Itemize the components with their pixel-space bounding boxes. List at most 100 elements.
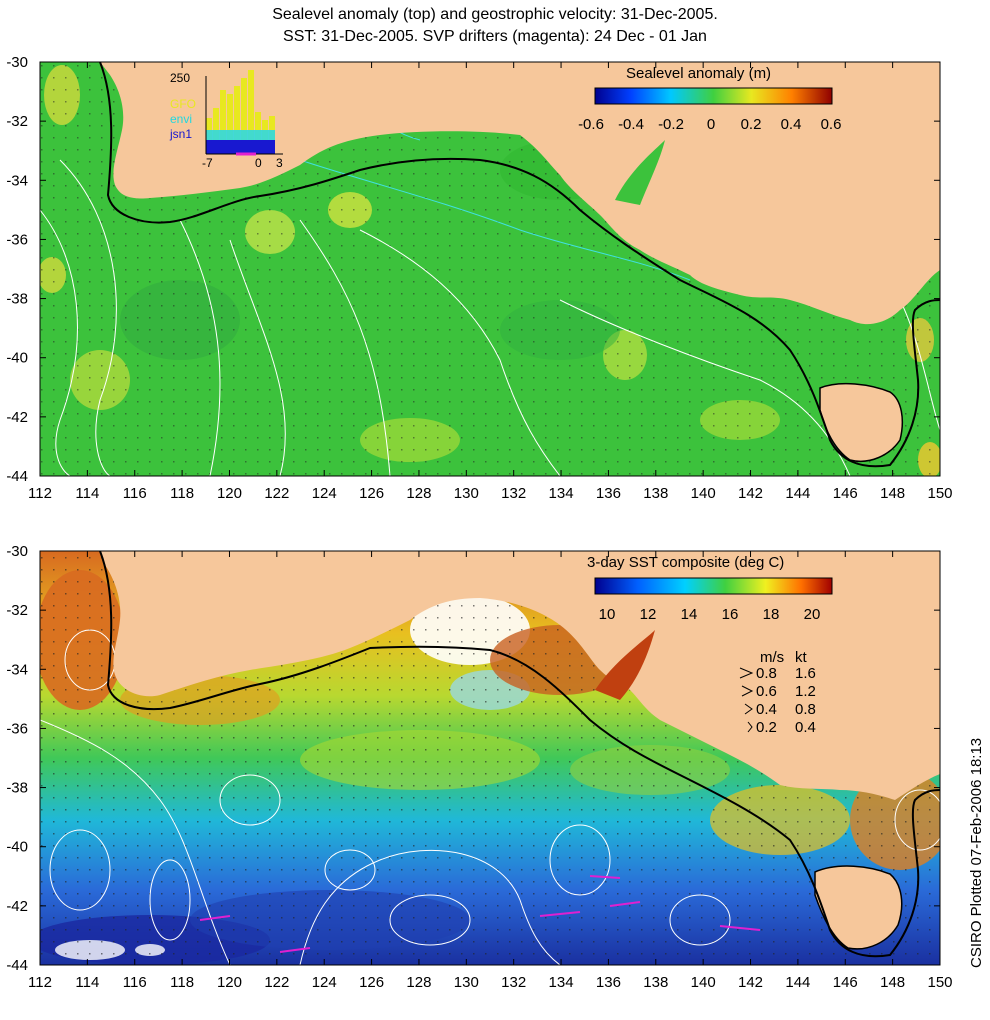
x-tick-label: 116 <box>123 974 147 991</box>
velocity-arrow-icon <box>744 703 753 715</box>
x-tick-label: 122 <box>264 485 289 502</box>
colorbar-tick-label: 18 <box>763 606 780 623</box>
inset-bar <box>227 94 233 154</box>
sst-shelf-line <box>99 551 940 958</box>
colorbar-tick-label: 0.2 <box>741 116 762 133</box>
inset-legend-jsn1: jsn1 <box>169 127 192 141</box>
colorbar-tick-label: -0.2 <box>658 116 684 133</box>
x-tick-label: 148 <box>880 485 905 502</box>
sst-land-australia <box>100 551 940 800</box>
velocity-key-ms: 0.6 <box>756 683 777 700</box>
colorbar-tick-label: 0.4 <box>781 116 802 133</box>
velocity-arrow-icon <box>741 685 754 697</box>
land-gulf <box>615 140 665 205</box>
colorbar-tick-label: -0.6 <box>578 116 604 133</box>
inset-bar <box>241 78 247 154</box>
colorbar-tick-label: 0 <box>707 116 715 133</box>
sla-colorbar: Sealevel anomaly (m) -0.6 -0.4 -0.2 0 0.2 0.4… <box>578 65 841 133</box>
x-tick-label: 118 <box>170 974 194 991</box>
x-tick-label: 120 <box>217 485 242 502</box>
sst-colorbar: 3-day SST composite (deg C) 10 12 14 16 18 20 <box>587 554 833 623</box>
velocity-key-ms: 0.8 <box>756 665 777 682</box>
x-tick-label: 150 <box>927 485 952 502</box>
x-tick-label: 138 <box>643 974 668 991</box>
title-line-1: Sealevel anomaly (top) and geostrophic v… <box>272 6 718 23</box>
inset-bar <box>220 90 226 154</box>
x-tick-label: 136 <box>596 974 621 991</box>
sst-frame <box>39 550 941 966</box>
y-tick-label: -36 <box>6 720 28 737</box>
y-tick-label: -42 <box>6 409 28 426</box>
y-tick-label: -34 <box>6 172 28 189</box>
velocity-key-header-kt: kt <box>795 649 808 666</box>
x-tick-label: 144 <box>785 974 810 991</box>
x-tick-label: 126 <box>359 485 384 502</box>
sst-contours <box>40 629 940 965</box>
inset-legend-gfo: GFO <box>170 97 196 111</box>
sst-axes: 112 114 116 118 120 122 124 126 128 130 132 134 136 1… <box>6 543 952 991</box>
sla-shelf-line <box>99 62 940 468</box>
y-tick-label: -34 <box>6 661 28 678</box>
colorbar-tick-label: 14 <box>681 606 698 623</box>
inset-xtick: 0 <box>255 156 262 170</box>
y-tick-label: -40 <box>6 839 28 856</box>
x-tick-label: 140 <box>691 485 716 502</box>
inset-xtick: 3 <box>276 156 283 170</box>
x-tick-label: 114 <box>75 485 99 502</box>
y-tick-label: -30 <box>6 543 28 560</box>
velocity-key: m/s kt 0.8 1.60.6 1.20.4 0.80.2 0.4 <box>739 649 816 736</box>
velocity-key-kt: 0.8 <box>795 701 816 718</box>
x-tick-label: 112 <box>28 485 52 502</box>
x-tick-label: 112 <box>28 974 52 991</box>
velocity-key-kt: 0.4 <box>795 719 816 736</box>
x-tick-label: 146 <box>833 974 858 991</box>
inset-bar <box>234 86 240 154</box>
y-tick-label: -38 <box>6 780 28 797</box>
x-tick-label: 134 <box>549 974 574 991</box>
velocity-key-kt: 1.6 <box>795 665 816 682</box>
x-tick-label: 120 <box>217 974 242 991</box>
sst-drifters <box>199 875 761 953</box>
x-tick-label: 114 <box>75 974 99 991</box>
x-tick-label: 128 <box>406 485 431 502</box>
x-tick-label: 132 <box>501 485 526 502</box>
x-tick-label: 138 <box>643 485 668 502</box>
sla-colorbar-title: Sealevel anomaly (m) <box>626 65 771 82</box>
inset-xtick: -7 <box>202 156 213 170</box>
x-tick-label: 142 <box>738 485 763 502</box>
land-tasmania <box>819 382 903 462</box>
y-tick-label: -44 <box>6 957 28 974</box>
sst-colorbar-title: 3-day SST composite (deg C) <box>587 554 784 571</box>
title-line-2: SST: 31-Dec-2005. SVP drifters (magenta)… <box>283 28 707 45</box>
x-tick-label: 130 <box>454 485 479 502</box>
y-tick-label: -38 <box>6 291 28 308</box>
x-tick-label: 126 <box>359 974 384 991</box>
x-tick-label: 144 <box>785 485 810 502</box>
sst-map-panel <box>40 551 940 965</box>
colorbar-tick-label: 16 <box>722 606 739 623</box>
colorbar-tick-label: -0.4 <box>618 116 644 133</box>
colorbar-tick-label: 20 <box>804 606 821 623</box>
y-tick-label: -32 <box>6 113 28 130</box>
velocity-arrow-icon <box>747 721 753 733</box>
inset-legend-envi: envi <box>170 112 192 126</box>
x-tick-label: 148 <box>880 974 905 991</box>
colorbar-tick-label: 10 <box>599 606 616 623</box>
y-tick-label: -30 <box>6 54 28 71</box>
y-tick-label: -42 <box>6 898 28 915</box>
x-tick-label: 150 <box>927 974 952 991</box>
x-tick-label: 136 <box>596 485 621 502</box>
x-tick-label: 142 <box>738 974 763 991</box>
velocity-key-kt: 1.2 <box>795 683 816 700</box>
x-tick-label: 128 <box>406 974 431 991</box>
x-tick-label: 130 <box>454 974 479 991</box>
x-tick-label: 122 <box>264 974 289 991</box>
y-tick-label: -32 <box>6 602 28 619</box>
x-tick-label: 132 <box>501 974 526 991</box>
x-tick-label: 134 <box>549 485 574 502</box>
inset-ymax: 250 <box>170 71 190 85</box>
plot-credit: CSIRO Plotted 07-Feb-2006 18:13 <box>968 737 985 968</box>
colorbar-tick-label: 12 <box>640 606 657 623</box>
sla-frame <box>39 61 941 477</box>
